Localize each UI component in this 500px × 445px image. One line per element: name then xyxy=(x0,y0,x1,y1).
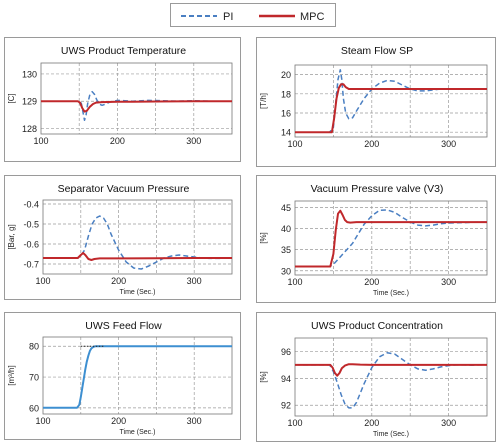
y-tick-label: 128 xyxy=(22,124,37,134)
plot-area-frame xyxy=(294,64,488,138)
chart-uws-product-concentration: UWS Product Concentration 92 94 96 100 200 300… xyxy=(259,320,488,438)
legend-mpc-label: MPC xyxy=(300,11,325,23)
x-tick-label: 300 xyxy=(441,139,456,149)
x-tick-label: 100 xyxy=(287,277,302,287)
series-line-pi xyxy=(295,209,487,268)
x-tick-label: 100 xyxy=(287,418,302,428)
chart-steam-flow-sp: Steam Flow SP 14 16 18 20 100 200 300 [T/h] xyxy=(259,45,488,149)
x-tick-label: 300 xyxy=(187,276,202,286)
series-line-pi xyxy=(295,352,487,409)
plot-area-frame xyxy=(42,199,233,275)
x-axis-label: Time (Sec.) xyxy=(120,289,156,296)
x-tick-label: 100 xyxy=(33,136,48,146)
y-tick-label: 129 xyxy=(22,97,37,107)
y-axis-label: [C] xyxy=(7,93,16,103)
y-tick-label: -0.5 xyxy=(23,220,39,230)
x-tick-label: 100 xyxy=(35,276,50,286)
y-tick-label: 18 xyxy=(281,89,291,99)
chart-panel-uws-product-temperature: UWS Product Temperature 128 129 130 100 200 30… xyxy=(4,37,241,162)
series-line-pi xyxy=(295,69,487,133)
chart-panel-vacuum-pressure-valve: Vacuum Pressure valve (V3) 30 35 40 45 100 200… xyxy=(256,175,496,303)
chart-title: Steam Flow SP xyxy=(341,45,413,57)
series-line-mpc xyxy=(295,363,487,377)
x-tick-label: 200 xyxy=(364,139,379,149)
chart-uws-product-temperature: UWS Product Temperature 128 129 130 100 200 30… xyxy=(7,45,233,146)
x-tick-label: 200 xyxy=(111,276,126,286)
y-tick-label: 40 xyxy=(281,224,291,234)
y-tick-label: 45 xyxy=(281,203,291,213)
y-axis-label: [m³/h] xyxy=(7,365,16,385)
y-tick-label: -0.6 xyxy=(23,240,39,250)
chart-title: Separator Vacuum Pressure xyxy=(58,183,190,195)
series-line-mpc xyxy=(41,100,232,113)
chart-uws-feed-flow: UWS Feed Flow 60 70 80 100 200 300 [m³/h] Time (… xyxy=(7,320,233,436)
x-axis-label: Time (Sec.) xyxy=(373,290,409,297)
y-tick-label: 94 xyxy=(281,374,291,384)
chart-legend: PI MPC xyxy=(170,3,336,27)
y-tick-label: 70 xyxy=(29,373,39,383)
x-tick-label: 200 xyxy=(110,136,125,146)
y-tick-label: 16 xyxy=(281,109,291,119)
chart-title: UWS Product Temperature xyxy=(61,45,186,57)
series-line-mpc xyxy=(295,209,487,268)
series-line-pi xyxy=(41,90,232,122)
x-tick-label: 200 xyxy=(111,416,126,426)
y-axis-label: [Bar, g] xyxy=(7,224,16,249)
series-line-mpc xyxy=(43,252,232,261)
plot-area-frame xyxy=(40,62,233,135)
chart-panel-steam-flow-sp: Steam Flow SP 14 16 18 20 100 200 300 [T/h] xyxy=(256,37,496,167)
y-axis-label: [%] xyxy=(259,232,268,244)
plot-area-frame xyxy=(294,337,488,417)
series-line-mpc xyxy=(295,83,487,134)
chart-panel-separator-vacuum-pressure: Separator Vacuum Pressure -0.4 -0.5 -0.6 -0.… xyxy=(4,175,241,300)
y-tick-label: 20 xyxy=(281,70,291,80)
legend-pi-label: PI xyxy=(223,11,233,23)
chart-panel-uws-product-concentration: UWS Product Concentration 92 94 96 100 200 300… xyxy=(256,312,496,442)
chart-title: Vacuum Pressure valve (V3) xyxy=(311,183,444,195)
y-tick-label: 30 xyxy=(281,266,291,276)
x-tick-label: 300 xyxy=(187,416,202,426)
y-tick-label: -0.4 xyxy=(23,200,39,210)
chart-title: UWS Product Concentration xyxy=(311,320,443,332)
x-axis-label: Time (Sec.) xyxy=(373,431,409,438)
x-tick-label: 100 xyxy=(35,416,50,426)
y-tick-label: 60 xyxy=(29,403,39,413)
y-tick-label: 96 xyxy=(281,347,291,357)
chart-separator-vacuum-pressure: Separator Vacuum Pressure -0.4 -0.5 -0.6 -0.… xyxy=(7,183,233,296)
y-tick-label: 130 xyxy=(22,69,37,79)
y-tick-label: 92 xyxy=(281,401,291,411)
x-tick-label: 200 xyxy=(364,418,379,428)
x-tick-label: 300 xyxy=(186,136,201,146)
y-tick-label: -0.7 xyxy=(23,260,39,270)
x-axis-label: Time (Sec.) xyxy=(120,429,156,436)
x-tick-label: 300 xyxy=(441,277,456,287)
chart-panel-uws-feed-flow: UWS Feed Flow 60 70 80 100 200 300 [m³/h] Time (… xyxy=(4,312,241,440)
chart-vacuum-pressure-valve: Vacuum Pressure valve (V3) 30 35 40 45 100 200… xyxy=(259,183,488,297)
x-tick-label: 100 xyxy=(287,139,302,149)
legend-graphic: PI MPC xyxy=(181,11,325,23)
y-axis-label: [%] xyxy=(259,371,268,383)
y-tick-label: 35 xyxy=(281,245,291,255)
y-tick-label: 80 xyxy=(29,342,39,352)
plot-area-frame xyxy=(294,200,488,276)
chart-title: UWS Feed Flow xyxy=(85,320,162,332)
plot-area-frame xyxy=(42,336,233,415)
x-tick-label: 300 xyxy=(441,418,456,428)
y-tick-label: 14 xyxy=(281,128,291,138)
x-tick-label: 200 xyxy=(364,277,379,287)
y-axis-label: [T/h] xyxy=(259,93,268,109)
